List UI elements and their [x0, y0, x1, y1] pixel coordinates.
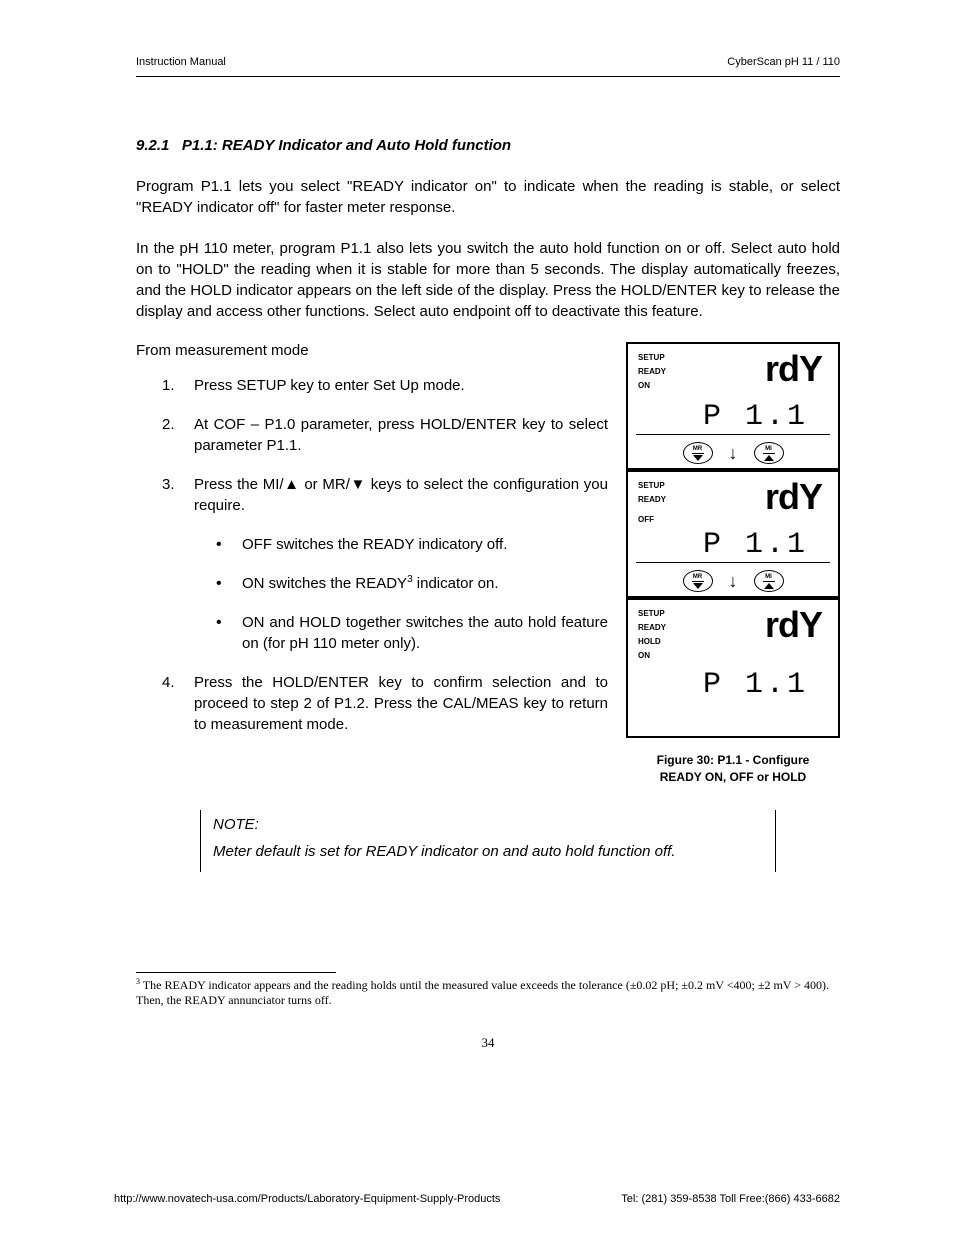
step-list: Press SETUP key to enter Set Up mode. At… [136, 375, 608, 735]
lcd3-hold: HOLD [638, 636, 666, 648]
section-heading: 9.2.1 P1.1: READY Indicator and Auto Hol… [136, 137, 840, 154]
lcd2-setup: SETUP [638, 480, 666, 492]
mi-button-icon: MI [754, 442, 784, 464]
lcd3-main: rdY [765, 604, 822, 646]
figure-caption: Figure 30: P1.1 - Configure READY ON, OF… [626, 752, 840, 786]
bullet-2: ON switches the READY3 indicator on. [224, 573, 608, 594]
lcd1-main: rdY [765, 348, 822, 390]
step-4: Press the HOLD/ENTER key to confirm sele… [172, 672, 608, 735]
lcd-screen-2: SETUP READY OFF rdY P 1.1 MR ↓ MI [626, 470, 840, 598]
lcd3-sub: P 1.1 [703, 668, 808, 702]
sub-bullets: OFF switches the READY indicatory off. O… [194, 534, 608, 654]
lcd2-main: rdY [765, 476, 822, 518]
paragraph-2: In the pH 110 meter, program P1.1 also l… [136, 238, 840, 322]
note-text: Meter default is set for READY indicator… [213, 841, 763, 862]
lcd1-setup: SETUP [638, 352, 666, 364]
lcd-screen-3: SETUP READY HOLD ON rdY P 1.1 [626, 598, 840, 738]
note-block: NOTE: Meter default is set for READY ind… [200, 810, 776, 872]
header-right: CyberScan pH 11 / 110 [727, 56, 840, 68]
lcd1-on: ON [638, 380, 666, 392]
lcd2-off: OFF [638, 514, 666, 526]
footer-url: http://www.novatech-usa.com/Products/Lab… [114, 1193, 500, 1205]
page-number: 34 [136, 1035, 840, 1051]
footnote: 3 The READY indicator appears and the re… [136, 977, 840, 1009]
header-rule [136, 76, 840, 77]
section-number: 9.2.1 [136, 137, 169, 154]
arrow-down-icon: ↓ [729, 443, 738, 464]
mi-button-icon: MI [754, 570, 784, 592]
mr-button-icon: MR [683, 442, 713, 464]
figure-column: SETUP READY ON rdY P 1.1 MR ↓ MI SETUP R… [626, 342, 840, 786]
paragraph-1: Program P1.1 lets you select "READY indi… [136, 176, 840, 218]
section-title-text: P1.1: READY Indicator and Auto Hold func… [182, 137, 511, 154]
lcd2-sub: P 1.1 [703, 528, 808, 562]
bullet-1: OFF switches the READY indicatory off. [224, 534, 608, 555]
lcd1-sub: P 1.1 [703, 400, 808, 434]
lcd-screen-1: SETUP READY ON rdY P 1.1 MR ↓ MI [626, 342, 840, 470]
lcd3-on: ON [638, 650, 666, 662]
footnote-text: The READY indicator appears and the read… [136, 978, 829, 1008]
bullet-3: ON and HOLD together switches the auto h… [224, 612, 608, 654]
from-measurement-line: From measurement mode [136, 342, 608, 359]
page-header: Instruction Manual CyberScan pH 11 / 110 [136, 56, 840, 68]
step-1: Press SETUP key to enter Set Up mode. [172, 375, 608, 396]
step-2: At COF – P1.0 parameter, press HOLD/ENTE… [172, 414, 608, 456]
lcd2-ready: READY [638, 494, 666, 506]
footer-phone: Tel: (281) 359-8538 Toll Free:(866) 433-… [621, 1193, 840, 1205]
arrow-down-icon: ↓ [729, 571, 738, 592]
lcd3-setup: SETUP [638, 608, 666, 620]
step-3-text: Press the MI/▲ or MR/▼ keys to select th… [194, 476, 608, 514]
lcd3-ready: READY [638, 622, 666, 634]
footnote-separator [136, 972, 336, 973]
note-label: NOTE: [213, 814, 763, 835]
mr-button-icon: MR [683, 570, 713, 592]
lcd1-ready: READY [638, 366, 666, 378]
page-footer: http://www.novatech-usa.com/Products/Lab… [114, 1193, 840, 1205]
header-left: Instruction Manual [136, 56, 226, 68]
step-3: Press the MI/▲ or MR/▼ keys to select th… [172, 474, 608, 654]
instructions-column: From measurement mode Press SETUP key to… [136, 342, 608, 786]
